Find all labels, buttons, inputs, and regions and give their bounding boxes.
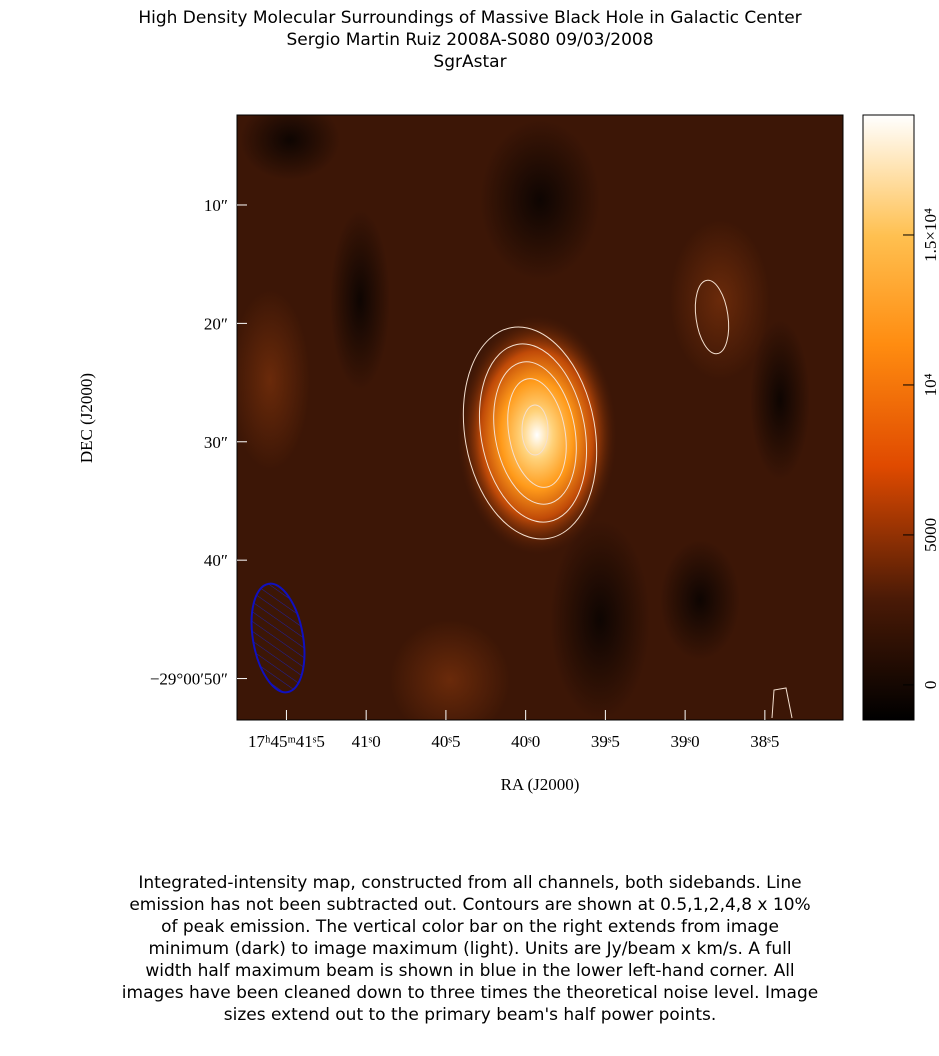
caption-line: of peak emission. The vertical color bar… [161, 917, 779, 937]
colorbar-tick-label: 10⁴ [921, 373, 939, 396]
caption-line: emission has not been subtracted out. Co… [129, 895, 810, 915]
x-axis-label: RA (J2000) [501, 775, 580, 794]
x-tick-label: 39ˢ5 [591, 732, 620, 751]
y-tick-label: −29°00′50″ [150, 670, 228, 689]
source: SgrAstar [433, 52, 506, 72]
x-tick-label: 40ˢ5 [431, 732, 460, 751]
y-axis-label: DEC (J2000) [77, 373, 96, 463]
subtitle: Sergio Martin Ruiz 2008A-S080 09/03/2008 [286, 30, 653, 50]
y-tick-label: 10″ [204, 196, 228, 215]
map [237, 115, 843, 720]
colorbar [862, 114, 915, 721]
colorbar-tick-label: 5000 [921, 518, 939, 552]
y-tick-label: 40″ [204, 551, 228, 570]
colorbar-tick-label: 0 [921, 681, 939, 690]
caption-line: width half maximum beam is shown in blue… [145, 961, 794, 981]
x-tick-label: 17ʰ45ᵐ41ˢ5 [248, 732, 325, 751]
x-tick-label: 38ˢ5 [750, 732, 779, 751]
x-tick-label: 40ˢ0 [511, 732, 540, 751]
title: High Density Molecular Surroundings of M… [138, 8, 801, 28]
x-tick-label: 39ˢ0 [671, 732, 700, 751]
caption-line: minimum (dark) to image maximum (light).… [148, 939, 791, 959]
y-tick-label: 20″ [204, 314, 228, 333]
colorbar-tick-label: 1.5×10⁴ [921, 208, 939, 262]
frame [236, 114, 844, 721]
caption-line: Integrated-intensity map, constructed fr… [138, 873, 801, 893]
caption-line: images have been cleaned down to three t… [122, 983, 818, 1003]
x-tick-label: 41ˢ0 [352, 732, 381, 751]
caption-line: sizes extend out to the primary beam's h… [224, 1005, 717, 1025]
y-tick-label: 30″ [204, 433, 228, 452]
